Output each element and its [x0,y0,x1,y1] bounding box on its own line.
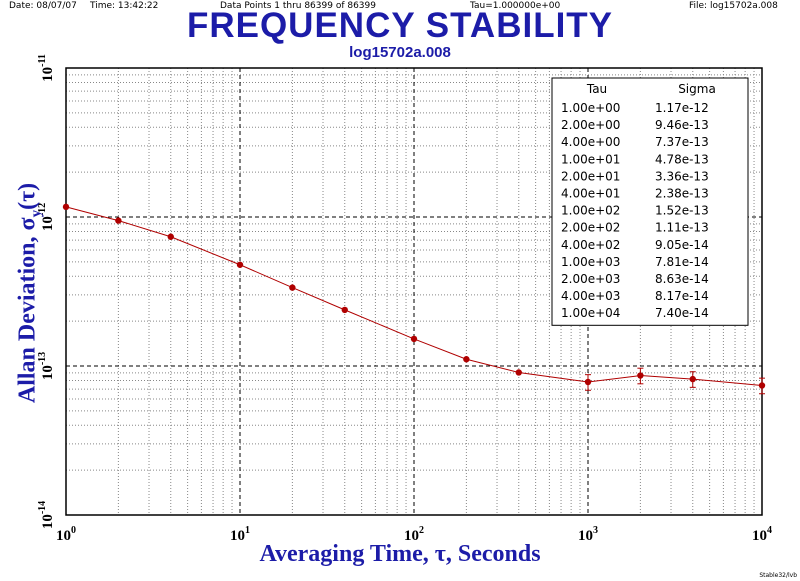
header-tau: Tau=1.000000e+00 [470,1,561,11]
data-point [115,217,122,224]
y-tick-label: 10-13 [37,352,56,380]
table-cell-tau: 2.00e+01 [561,169,620,183]
table-cell-tau: 4.00e+03 [561,289,620,303]
table-cell-sigma: 7.37e-13 [655,135,709,149]
table-cell-sigma: 4.78e-13 [655,152,709,166]
x-axis-label: Averaging Time, τ, Seconds [259,541,541,567]
data-point [637,372,644,379]
x-tick-label: 100 [56,525,76,544]
table-cell-sigma: 8.17e-14 [655,289,709,303]
data-point [758,382,766,389]
table-cell-tau: 1.00e+03 [561,255,620,269]
table-header-tau: Tau [586,82,607,96]
table-cell-sigma: 7.81e-14 [655,255,709,269]
plot-frame [65,67,763,516]
x-tick-label: 101 [230,525,250,544]
table-cell-tau: 4.00e+02 [561,238,620,252]
table-cell-tau: 1.00e+01 [561,152,620,166]
table-cell-tau: 2.00e+00 [561,118,620,132]
y-axis-label-subscript: y [28,209,45,218]
table-cell-sigma: 1.11e-13 [655,221,709,235]
data-table-box [551,77,749,326]
y-tick-label: 10-12 [37,203,56,231]
data-point [236,261,244,268]
table-cell-tau: 1.00e+04 [561,306,620,320]
table-cell-sigma: 7.40e-14 [655,306,709,320]
table-header-sigma: Sigma [678,82,716,96]
table-cell-tau: 1.00e+00 [561,101,620,115]
x-tick-label: 102 [404,525,424,544]
data-point [515,369,522,376]
table-cell-sigma: 3.36e-13 [655,169,709,183]
data-point [289,284,296,291]
table-cell-sigma: 9.46e-13 [655,118,709,132]
header-time: Time: 13:42:22 [90,1,159,11]
data-point [410,335,418,343]
x-tick-label: 104 [752,525,772,544]
data-point [689,375,696,383]
footer-credit: Stable32/lvb [759,572,797,579]
data-point [62,203,70,211]
table-cell-sigma: 1.17e-12 [655,101,709,115]
table-cell-tau: 2.00e+02 [561,221,620,235]
table-cell-sigma: 2.38e-13 [655,187,709,201]
y-tick-label: 10-11 [37,54,56,82]
table-cell-sigma: 8.63e-14 [655,272,709,286]
data-point [584,378,592,386]
y-axis-label-tail: (τ) [14,182,41,210]
chart-title: FREQUENCY STABILITY [186,6,614,45]
data-point [341,306,348,314]
chart-subtitle: log15702a.008 [349,44,451,61]
x-tick-label: 103 [578,525,598,544]
data-point [167,233,174,240]
data-point [463,356,470,363]
y-axis-label-main: Allan Deviation, σ [14,217,41,404]
table-cell-tau: 1.00e+02 [561,204,620,218]
header-file: File: log15702a.008 [689,1,778,11]
table-cell-tau: 2.00e+03 [561,272,620,286]
y-axis-label: Allan Deviation, σy(τ) [15,183,46,403]
header-date: Date: 08/07/07 [9,1,77,11]
table-cell-tau: 4.00e+00 [561,135,620,149]
table-cell-tau: 4.00e+01 [561,187,620,201]
table-cell-sigma: 1.52e-13 [655,204,709,218]
y-tick-label: 10-14 [37,501,56,529]
table-cell-sigma: 9.05e-14 [655,238,709,252]
header-data-points: Data Points 1 thru 86399 of 86399 [220,1,376,11]
